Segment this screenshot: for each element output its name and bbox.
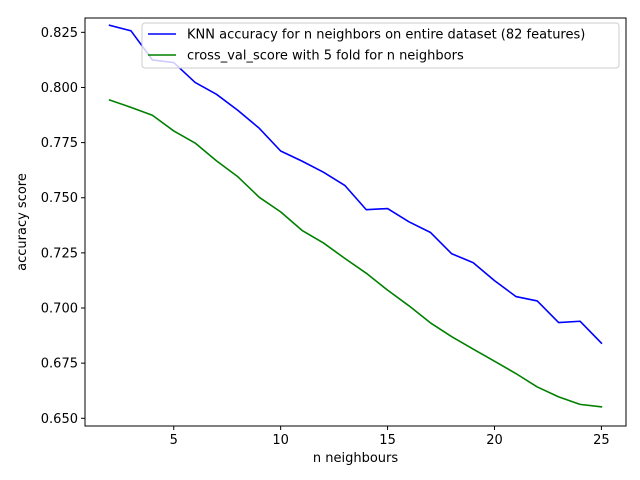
y-tick-label: 0.800 <box>41 81 78 96</box>
x-tick-label: 25 <box>593 433 610 448</box>
x-tick-label: 15 <box>379 433 396 448</box>
y-axis-ticks: 0.650 0.675 0.700 0.725 0.750 0.775 0.800 0.825 <box>41 26 85 427</box>
y-tick-label: 0.775 <box>41 136 78 151</box>
x-axis-label: n neighbours <box>313 451 399 466</box>
y-tick-label: 0.750 <box>41 191 78 206</box>
x-tick-label: 10 <box>272 433 289 448</box>
y-tick-label: 0.700 <box>41 302 78 317</box>
legend-label-1: KNN accuracy for n neighbors on entire d… <box>187 28 585 43</box>
y-tick-label: 0.725 <box>41 246 78 261</box>
y-axis-label: accuracy score <box>15 173 30 271</box>
x-axis-ticks: 5 10 15 20 25 <box>170 426 610 448</box>
series-line-2 <box>108 99 603 408</box>
plot-lines <box>108 24 603 408</box>
x-tick-label: 20 <box>486 433 503 448</box>
series-line-1 <box>108 24 603 345</box>
legend-label-2: cross_val_score with 5 fold for n neighb… <box>187 49 464 64</box>
x-tick-label: 5 <box>170 433 178 448</box>
legend-box <box>141 22 620 69</box>
plot-frame <box>84 17 627 427</box>
legend: KNN accuracy for n neighbors on entire d… <box>141 22 620 69</box>
y-tick-label: 0.650 <box>41 412 78 427</box>
y-tick-label: 0.825 <box>41 26 78 41</box>
y-tick-label: 0.675 <box>41 357 78 372</box>
